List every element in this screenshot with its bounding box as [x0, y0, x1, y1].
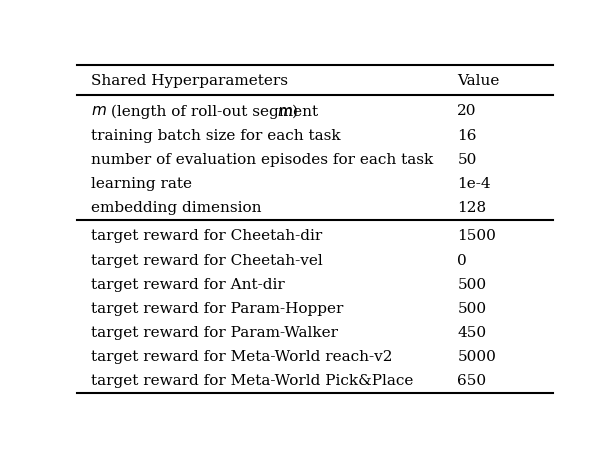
Text: 500: 500	[457, 301, 486, 315]
Text: $m$): $m$)	[277, 102, 298, 120]
Text: 20: 20	[457, 104, 477, 118]
Text: target reward for Meta-World Pick&Place: target reward for Meta-World Pick&Place	[91, 373, 413, 387]
Text: target reward for Param-Hopper: target reward for Param-Hopper	[91, 301, 343, 315]
Text: 0: 0	[457, 253, 467, 267]
Text: $m$: $m$	[91, 104, 107, 118]
Text: 450: 450	[457, 325, 486, 339]
Text: Shared Hyperparameters: Shared Hyperparameters	[91, 74, 288, 88]
Text: training batch size for each task: training batch size for each task	[91, 128, 341, 142]
Text: learning rate: learning rate	[91, 176, 192, 190]
Text: embedding dimension: embedding dimension	[91, 200, 262, 214]
Text: 650: 650	[457, 373, 486, 387]
Text: 500: 500	[457, 277, 486, 291]
Text: target reward for Cheetah-dir: target reward for Cheetah-dir	[91, 229, 322, 243]
Text: target reward for Param-Walker: target reward for Param-Walker	[91, 325, 338, 339]
Text: 128: 128	[457, 200, 486, 214]
Text: number of evaluation episodes for each task: number of evaluation episodes for each t…	[91, 152, 433, 166]
Text: 1e-4: 1e-4	[457, 176, 491, 190]
Text: target reward for Ant-dir: target reward for Ant-dir	[91, 277, 285, 291]
Text: Value: Value	[457, 74, 500, 88]
Text: 5000: 5000	[457, 349, 496, 363]
Text: target reward for Cheetah-vel: target reward for Cheetah-vel	[91, 253, 323, 267]
Text: 16: 16	[457, 128, 477, 142]
Text: (length of roll-out segment: (length of roll-out segment	[106, 104, 323, 118]
Text: target reward for Meta-World reach-v2: target reward for Meta-World reach-v2	[91, 349, 392, 363]
Text: 1500: 1500	[457, 229, 496, 243]
Text: 50: 50	[457, 152, 477, 166]
